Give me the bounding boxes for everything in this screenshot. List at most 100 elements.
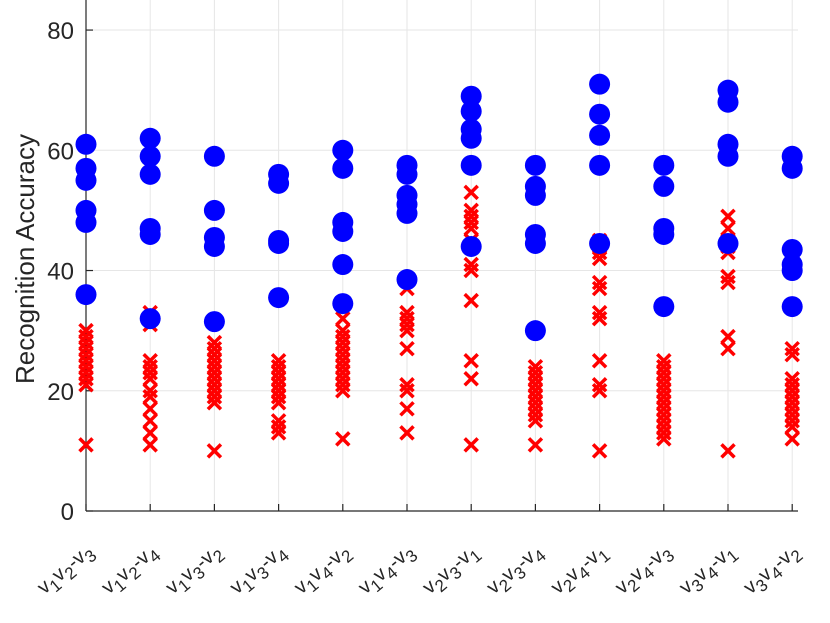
x-point xyxy=(656,413,672,429)
circle-point xyxy=(717,145,739,167)
circle-point xyxy=(396,202,418,224)
x-point xyxy=(527,371,544,387)
x-point xyxy=(335,340,351,357)
circle-point xyxy=(460,154,482,176)
x-point xyxy=(335,352,351,369)
x-point xyxy=(784,383,800,399)
x-point xyxy=(142,413,158,429)
x-tick-label: v1v3-v2 xyxy=(162,540,229,603)
x-point xyxy=(78,364,94,381)
x-point xyxy=(270,371,287,387)
x-point xyxy=(527,407,544,423)
x-point xyxy=(142,401,158,417)
x-point xyxy=(463,262,479,279)
circle-point xyxy=(653,296,675,318)
x-point xyxy=(591,352,608,369)
x-tick-label: v2v4-v1 xyxy=(547,540,614,603)
x-tick-label: v3v4-v1 xyxy=(675,540,742,603)
x-point xyxy=(527,413,544,429)
x-point xyxy=(784,413,800,429)
x-point xyxy=(463,202,479,219)
x-point xyxy=(206,395,223,411)
x-point xyxy=(720,274,736,291)
y-tick-label: 60 xyxy=(47,138,74,165)
x-point xyxy=(206,340,223,357)
x-point xyxy=(527,389,544,405)
x-point xyxy=(656,389,672,405)
x-point xyxy=(527,401,544,417)
circle-point xyxy=(203,311,225,333)
x-tick-label: v1v4-v2 xyxy=(290,540,357,603)
x-point xyxy=(463,214,479,231)
x-point xyxy=(527,383,544,399)
axes xyxy=(85,0,798,512)
circle-point xyxy=(75,211,97,233)
x-point xyxy=(399,377,415,393)
circle-point xyxy=(75,284,97,306)
x-point xyxy=(142,358,158,375)
circle-point xyxy=(139,163,161,185)
x-point xyxy=(270,419,287,435)
circle-point xyxy=(75,169,97,191)
x-point xyxy=(463,371,479,387)
y-tick-label: 20 xyxy=(47,379,74,406)
x-point xyxy=(206,371,223,387)
circle-point xyxy=(332,139,354,161)
x-point xyxy=(78,322,94,339)
circle-point xyxy=(524,154,546,176)
x-point xyxy=(656,419,672,435)
x-point xyxy=(270,389,287,405)
x-point xyxy=(206,377,223,393)
x-point xyxy=(399,304,415,321)
x-point xyxy=(206,358,223,375)
x-point xyxy=(142,389,158,405)
x-point xyxy=(784,346,800,363)
x-point xyxy=(335,364,351,381)
x-point xyxy=(784,377,800,393)
x-point xyxy=(463,352,479,369)
x-point xyxy=(591,304,608,321)
x-point xyxy=(784,340,800,357)
x-tick-label: v2v3-v1 xyxy=(418,540,485,603)
x-point xyxy=(206,352,223,369)
x-point xyxy=(78,334,94,351)
circle-point xyxy=(139,223,161,245)
x-point xyxy=(463,220,479,237)
circle-point xyxy=(396,163,418,185)
circle-point xyxy=(717,232,739,254)
x-point xyxy=(591,377,608,393)
x-point xyxy=(656,395,672,411)
circle-point xyxy=(139,308,161,330)
circle-point xyxy=(460,127,482,149)
x-point xyxy=(270,352,287,369)
x-point xyxy=(656,383,672,399)
x-tick-label: v2v3-v4 xyxy=(483,540,550,603)
x-point xyxy=(399,316,415,333)
circle-point xyxy=(139,145,161,167)
y-tick-label: 80 xyxy=(47,18,74,45)
circle-point xyxy=(717,91,739,113)
x-point xyxy=(720,268,736,285)
x-point xyxy=(399,310,415,327)
x-point xyxy=(206,334,223,351)
x-point xyxy=(784,371,800,387)
y-axis-label: Recognition Accuracy xyxy=(10,134,40,384)
x-point xyxy=(335,328,351,345)
circle-point xyxy=(653,223,675,245)
x-point xyxy=(784,419,800,435)
circle-point xyxy=(781,157,803,179)
x-point xyxy=(270,358,287,375)
x-point xyxy=(78,377,94,393)
x-point xyxy=(656,352,672,369)
x-tick-labels: v1v2-v3v1v2-v4v1v3-v2v1v3-v4v1v4-v2v1v4-… xyxy=(33,540,806,603)
circle-point xyxy=(203,145,225,167)
x-point xyxy=(335,322,351,339)
x-point xyxy=(206,443,223,459)
x-point xyxy=(527,358,544,375)
x-point xyxy=(78,437,94,453)
x-point xyxy=(527,364,544,381)
x-point xyxy=(720,328,736,345)
x-point xyxy=(656,425,672,441)
x-point xyxy=(335,346,351,363)
y-tick-label: 40 xyxy=(47,259,74,286)
